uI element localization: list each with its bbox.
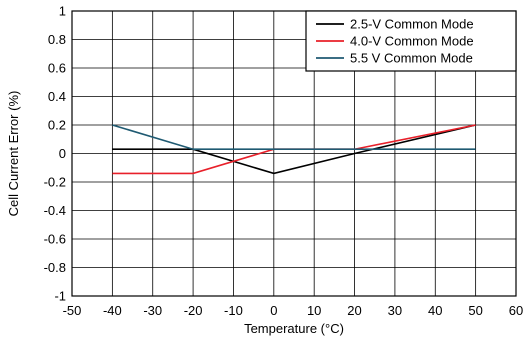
- y-tick-label: 0: [59, 146, 66, 161]
- x-tick-label: 30: [388, 303, 402, 318]
- y-tick-label: 0.6: [48, 61, 66, 76]
- x-tick-label: 40: [428, 303, 442, 318]
- x-axis-ticks: -50 -40 -30 -20 -10 0 10 20 30 40 50 60: [63, 303, 524, 318]
- x-tick-label: 60: [509, 303, 523, 318]
- series-lines: [112, 124, 476, 175]
- y-tick-label: -1: [54, 289, 66, 304]
- series-line-1: [112, 124, 476, 175]
- legend-label: 5.5 V Common Mode: [350, 51, 473, 66]
- series-line-3: [112, 124, 476, 151]
- y-axis-label: Cell Current Error (%): [6, 91, 21, 217]
- y-tick-label: 0.8: [48, 32, 66, 47]
- x-tick-label: 0: [270, 303, 277, 318]
- y-tick-label: 0.2: [48, 118, 66, 133]
- x-tick-label: -40: [103, 303, 122, 318]
- y-axis-ticks: -1 -0.8 -0.6 -0.4 -0.2 0 0.2 0.4 0.6 0.8 1: [44, 4, 66, 304]
- x-tick-label: -20: [184, 303, 203, 318]
- x-tick-label: 50: [468, 303, 482, 318]
- x-tick-label: 20: [347, 303, 361, 318]
- x-axis-label: Temperature (°C): [244, 321, 344, 336]
- x-tick-label: -10: [224, 303, 243, 318]
- x-tick-label: -50: [63, 303, 82, 318]
- x-tick-label: 10: [307, 303, 321, 318]
- y-tick-label: 0.4: [48, 89, 66, 104]
- y-tick-label: -0.4: [44, 203, 66, 218]
- y-tick-label: -0.6: [44, 232, 66, 247]
- legend-box: [305, 10, 517, 72]
- legend: 2.5-V Common Mode 4.0-V Common Mode 5.5 V …: [305, 10, 517, 72]
- x-tick-label: -30: [143, 303, 162, 318]
- legend-label: 2.5-V Common Mode: [350, 17, 474, 32]
- y-tick-label: 1: [59, 4, 66, 19]
- y-tick-label: -0.8: [44, 260, 66, 275]
- legend-label: 4.0-V Common Mode: [350, 34, 474, 49]
- plot-frame: [71, 10, 517, 297]
- y-tick-label: -0.2: [44, 175, 66, 190]
